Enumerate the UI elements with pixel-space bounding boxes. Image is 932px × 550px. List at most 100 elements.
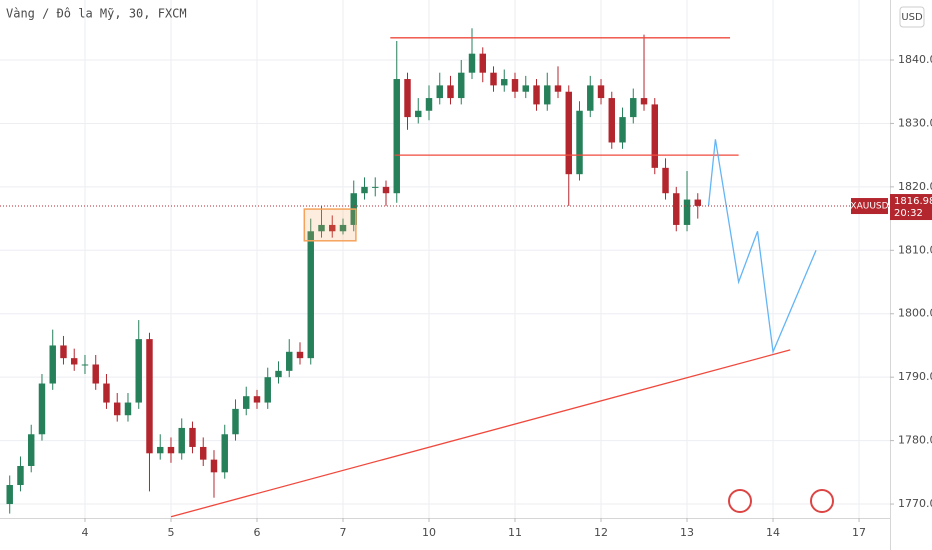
candle-body <box>522 85 529 92</box>
candle-body <box>17 465 24 486</box>
candle-body <box>221 434 228 473</box>
candle-body <box>619 117 626 143</box>
grid <box>0 0 890 518</box>
candle-body <box>157 446 164 454</box>
candle-body <box>673 193 680 225</box>
candle-body <box>662 167 669 194</box>
currency[interactable]: USD <box>901 12 923 23</box>
candle-body <box>554 85 562 92</box>
candle-body <box>253 396 261 403</box>
y-tick-label: 1810.00 <box>898 243 932 256</box>
drawing-line <box>170 349 791 518</box>
candle-body <box>640 98 648 105</box>
candle-body <box>210 459 218 473</box>
candle-body <box>501 79 508 86</box>
currency-button[interactable] <box>899 6 925 28</box>
symbol-label-box <box>851 198 888 215</box>
candle-body <box>275 370 282 378</box>
candle-body <box>49 345 56 384</box>
candle-body <box>146 339 153 454</box>
candle-body <box>544 85 551 105</box>
candle-body <box>533 85 540 105</box>
candle-body <box>264 377 271 403</box>
candle-body <box>479 53 486 73</box>
candle-body <box>6 485 13 505</box>
candle-body <box>124 402 132 416</box>
event-icon <box>810 489 834 513</box>
x-tick-label: 14 <box>766 526 780 539</box>
candle-body <box>27 434 35 466</box>
candle-body <box>189 427 196 447</box>
candle-body <box>232 408 239 435</box>
candle-body <box>178 427 185 454</box>
event-icon <box>728 489 752 513</box>
candle-body <box>587 85 594 111</box>
candle-body <box>597 85 605 99</box>
y-tick-label: 1830.00 <box>898 116 932 129</box>
candle-body <box>404 79 411 118</box>
candle-body <box>425 98 433 111</box>
candle-body <box>329 224 336 232</box>
candle-body <box>372 186 379 188</box>
x-tick-label: 13 <box>680 526 694 539</box>
countdown-label: 20:32 <box>894 208 923 219</box>
candle-body <box>415 110 422 118</box>
price-label: 1816.98 <box>894 196 932 207</box>
candle-body <box>339 224 347 232</box>
event-icons <box>728 489 834 513</box>
candle-body <box>286 351 293 371</box>
y-tick-label: 1820.00 <box>898 180 932 193</box>
candle-body <box>630 98 637 118</box>
x-tick-label: 11 <box>508 526 522 539</box>
candle-body <box>436 85 443 99</box>
candle-body <box>694 199 701 206</box>
candle-body <box>70 358 78 365</box>
candle-body <box>60 345 67 359</box>
candle-body <box>114 402 121 416</box>
candle-body <box>382 186 390 194</box>
chart-title: Vàng / Đô la Mỹ, 30, FXCM <box>6 7 187 21</box>
drawing-line <box>707 139 817 355</box>
price-label-box <box>890 194 932 221</box>
candle-body <box>393 79 400 194</box>
candle-body <box>296 351 304 359</box>
y-tick-label: 1840.00 <box>898 53 932 66</box>
candle-body <box>81 364 89 366</box>
candle-body <box>458 72 465 99</box>
x-tick-label: 5 <box>167 526 174 539</box>
x-tick-label: 12 <box>594 526 608 539</box>
x-tick-label: 4 <box>81 526 88 539</box>
candle-body <box>651 104 658 168</box>
candle-body <box>683 199 691 225</box>
candle-body <box>103 383 110 403</box>
x-tick-label: 7 <box>339 526 346 539</box>
symbol-label: XAUUSD <box>850 202 888 212</box>
x-tick-label: 10 <box>422 526 436 539</box>
candle-body <box>92 364 99 384</box>
candle-body <box>608 98 615 143</box>
x-tick-label: 17 <box>852 526 866 539</box>
y-tick-label: 1800.00 <box>898 307 932 320</box>
candle-body <box>511 79 519 92</box>
candle-body <box>576 110 583 175</box>
candle-body <box>490 72 497 86</box>
candle-body <box>565 91 572 175</box>
x-tick-label: 6 <box>253 526 260 539</box>
candle-body <box>200 446 207 460</box>
y-tick-label: 1780.00 <box>898 434 932 447</box>
candle-body <box>38 383 46 435</box>
candle-body <box>135 339 142 403</box>
candle-body <box>167 446 175 454</box>
candle-body <box>243 396 250 409</box>
candle-body <box>468 53 476 73</box>
candle-body <box>307 231 314 359</box>
candle-body <box>318 224 325 232</box>
candle-body <box>447 85 454 99</box>
candle-body <box>361 186 368 194</box>
range-box <box>303 208 357 242</box>
y-tick-label: 1770.00 <box>898 497 932 510</box>
plot <box>0 28 890 518</box>
y-tick-label: 1790.00 <box>898 370 932 383</box>
